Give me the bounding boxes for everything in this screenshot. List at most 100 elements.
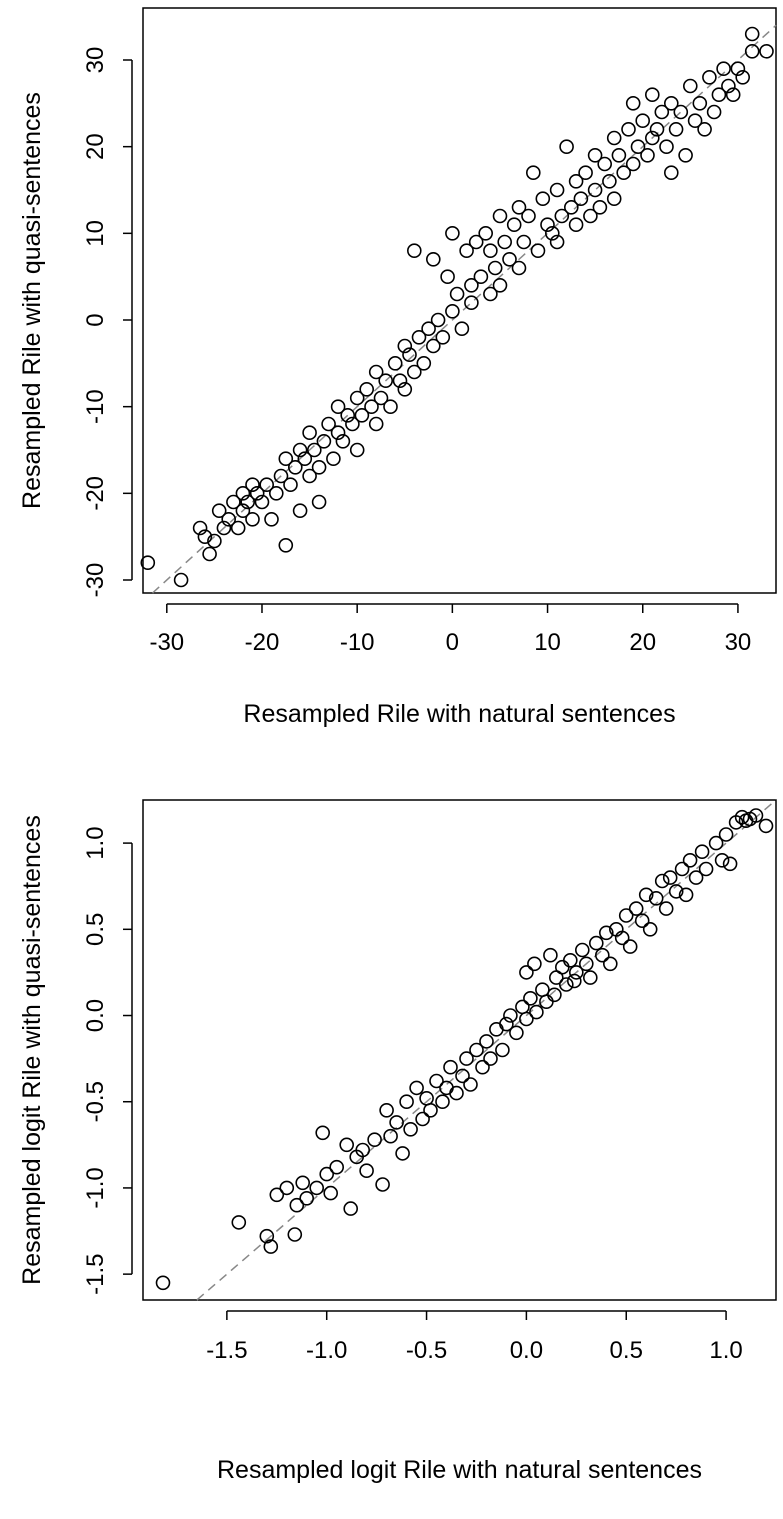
data-point <box>411 329 427 345</box>
data-point <box>487 260 503 276</box>
data-point <box>445 226 460 241</box>
data-point <box>483 1051 498 1066</box>
data-point <box>540 217 555 232</box>
data-point <box>449 286 465 302</box>
data-point <box>355 1142 371 1158</box>
data-point <box>611 148 627 163</box>
data-point <box>349 442 365 458</box>
data-point <box>502 251 517 267</box>
data-point <box>406 243 422 258</box>
top-scatter-plot: -30 -20 -10 0 10 20 30 -30 -20 -10 0 10 20 30 Resamp… <box>18 7 777 728</box>
data-point <box>535 191 551 206</box>
x-tick-label: 0.5 <box>610 1337 643 1364</box>
data-point <box>573 191 589 206</box>
data-point <box>454 321 470 337</box>
data-point <box>302 468 317 484</box>
data-point <box>519 965 534 980</box>
data-point <box>702 70 717 85</box>
data-point <box>397 338 413 354</box>
data-point <box>663 165 679 180</box>
data-point <box>714 852 730 868</box>
data-point <box>648 890 664 906</box>
data-point <box>674 861 690 877</box>
data-point <box>716 61 731 76</box>
y-tick-label: -30 <box>82 563 109 598</box>
data-point <box>321 416 336 432</box>
data-point <box>568 174 584 189</box>
y-tick-label: 0 <box>82 313 109 326</box>
data-point <box>435 329 451 345</box>
data-point <box>389 1115 404 1130</box>
data-point <box>254 494 270 510</box>
data-point <box>722 856 738 872</box>
data-point <box>748 808 764 823</box>
data-point <box>662 870 678 885</box>
data-point <box>606 130 622 146</box>
data-point <box>558 977 574 992</box>
data-point <box>479 1034 494 1049</box>
x-tick-label: 20 <box>629 629 656 656</box>
data-point <box>621 122 636 137</box>
data-point <box>718 827 734 842</box>
data-point <box>354 407 370 423</box>
data-point <box>511 200 527 215</box>
data-point <box>419 1091 434 1106</box>
data-point <box>559 139 574 154</box>
data-point <box>721 78 736 94</box>
data-point <box>544 226 560 241</box>
data-point <box>197 529 213 545</box>
data-point <box>492 208 508 224</box>
y-axis-title: Resampled logit Rile with quasi-sentence… <box>18 815 46 1285</box>
data-point <box>302 425 317 441</box>
y-tick-label: 30 <box>82 47 109 74</box>
data-point <box>549 234 565 250</box>
y-tick-label: -1.5 <box>82 1253 109 1294</box>
data-point <box>602 174 617 189</box>
data-point <box>211 503 227 519</box>
x-axis: -30 -20 -10 0 10 20 30 <box>149 603 751 656</box>
data-point <box>375 1177 390 1192</box>
data-point <box>583 208 598 224</box>
data-point <box>634 913 650 929</box>
scatter-points <box>155 808 774 1291</box>
data-point <box>383 399 398 415</box>
data-point <box>673 104 689 120</box>
data-point <box>421 321 436 337</box>
data-point <box>638 887 654 903</box>
data-point <box>292 442 308 458</box>
data-point <box>245 511 260 527</box>
x-axis-title: Resampled Rile with natural sentences <box>243 700 675 728</box>
data-point <box>231 1215 247 1230</box>
data-point <box>459 1051 474 1066</box>
data-point <box>574 942 590 958</box>
data-point <box>383 1128 398 1144</box>
data-point <box>292 503 308 519</box>
data-point <box>525 165 541 180</box>
data-point <box>309 1180 325 1196</box>
data-point <box>359 381 375 397</box>
data-point <box>606 191 622 206</box>
data-point <box>562 952 578 968</box>
data-point <box>283 477 298 493</box>
data-point <box>311 459 327 475</box>
data-point <box>429 1073 444 1089</box>
data-point <box>367 1132 382 1147</box>
data-point <box>140 555 156 571</box>
data-point <box>592 200 608 215</box>
data-point <box>566 973 582 989</box>
x-tick-label: -10 <box>340 629 375 656</box>
data-point <box>654 873 670 889</box>
data-point <box>449 1085 464 1101</box>
data-point <box>523 990 538 1006</box>
data-point <box>711 87 727 102</box>
data-point <box>688 870 704 885</box>
data-point <box>173 572 189 588</box>
data-point <box>554 959 570 975</box>
data-point <box>659 139 674 154</box>
data-point <box>578 956 594 972</box>
data-point <box>392 373 408 389</box>
data-point <box>687 113 703 128</box>
x-tick-label: -30 <box>149 629 184 656</box>
data-point <box>221 511 236 527</box>
data-point <box>668 122 684 137</box>
